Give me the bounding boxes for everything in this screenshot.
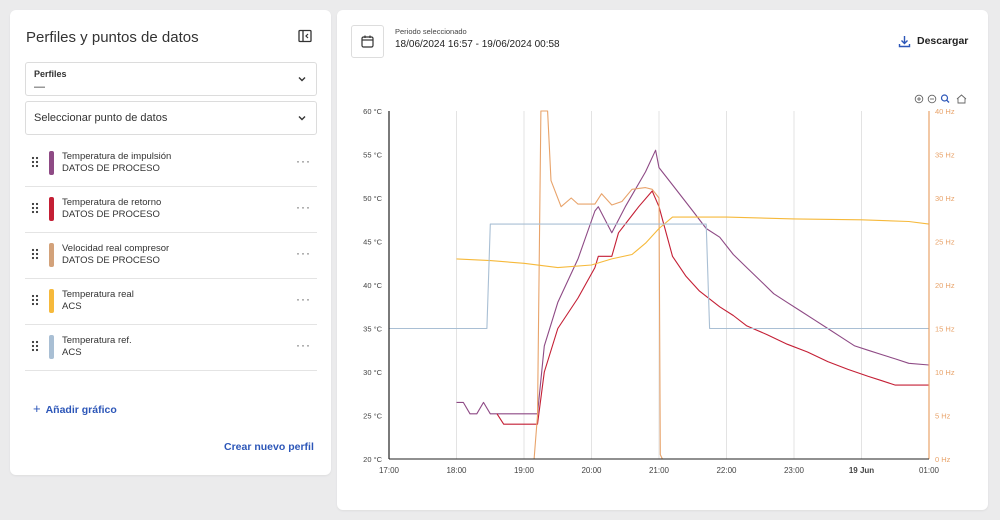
profiles-select-value: —: [34, 81, 45, 93]
series-line: [456, 216, 930, 269]
period-label: Periodo seleccionado: [395, 27, 467, 36]
y-right-tick-label: 0 Hz: [935, 455, 951, 464]
series-color-swatch: [49, 243, 54, 267]
chevron-down-icon: [298, 77, 306, 82]
drag-handle-icon[interactable]: [31, 248, 39, 260]
y-right-tick-label: 10 Hz: [935, 368, 955, 377]
home-icon[interactable]: [956, 94, 967, 104]
more-options-icon[interactable]: ···: [296, 246, 311, 260]
period-value: 18/06/2024 16:57 - 19/06/2024 00:58: [395, 39, 560, 50]
datapoint-item[interactable]: Temperatura de retorno DATOS DE PROCESO …: [25, 187, 317, 233]
y-right-tick-label: 35 Hz: [935, 151, 955, 160]
datapoint-category: ACS: [62, 347, 82, 358]
y-left-tick-label: 40 °C: [363, 281, 382, 290]
add-chart-label: Añadir gráfico: [45, 404, 117, 416]
y-right-tick-label: 5 Hz: [935, 412, 951, 421]
datapoint-item[interactable]: Temperatura ref. ACS ···: [25, 325, 317, 371]
panel-collapse-icon[interactable]: [298, 29, 312, 43]
datapoint-category: DATOS DE PROCESO: [62, 163, 160, 174]
profiles-select-label: Perfiles: [34, 69, 67, 79]
download-button[interactable]: Descargar: [898, 35, 969, 48]
y-left-tick-label: 35 °C: [363, 325, 382, 334]
series-line: [389, 223, 929, 330]
series-color-swatch: [49, 197, 54, 221]
panel-title: Perfiles y puntos de datos: [26, 29, 199, 46]
profiles-panel: Perfiles y puntos de datos Perfiles — Se…: [10, 10, 331, 475]
y-right-tick-label: 20 Hz: [935, 281, 955, 290]
more-options-icon[interactable]: ···: [296, 292, 311, 306]
datapoint-name: Velocidad real compresor: [62, 243, 170, 254]
datapoint-item[interactable]: Temperatura real ACS ···: [25, 279, 317, 325]
add-chart-button[interactable]: + Añadir gráfico: [33, 401, 117, 416]
x-tick-label: 22:00: [716, 466, 737, 475]
x-tick-label: 23:00: [784, 466, 805, 475]
zoom-out-icon[interactable]: [927, 94, 937, 104]
drag-handle-icon[interactable]: [31, 340, 39, 352]
datapoint-name: Temperatura de impulsión: [62, 151, 172, 162]
zoom-in-icon[interactable]: [914, 94, 924, 104]
chart-toolbar: [914, 94, 967, 104]
x-tick-label: 20:00: [581, 466, 602, 475]
series-color-swatch: [49, 151, 54, 175]
y-left-tick-label: 50 °C: [363, 194, 382, 203]
datapoint-item[interactable]: Velocidad real compresor DATOS DE PROCES…: [25, 233, 317, 279]
y-right-tick-label: 15 Hz: [935, 325, 955, 334]
drag-handle-icon[interactable]: [31, 156, 39, 168]
chart-series: [389, 110, 930, 460]
download-icon: [898, 36, 911, 48]
y-right-tick-label: 40 Hz: [935, 107, 955, 116]
chart-grid: [456, 111, 930, 459]
x-tick-label: 21:00: [649, 466, 670, 475]
datapoint-list: Temperatura de impulsión DATOS DE PROCES…: [25, 141, 317, 371]
series-line: [496, 190, 929, 425]
datapoint-category: DATOS DE PROCESO: [62, 209, 160, 220]
chevron-down-icon: [298, 116, 306, 121]
x-tick-label: 19 Jun: [849, 466, 874, 475]
datapoint-category: DATOS DE PROCESO: [62, 255, 160, 266]
datapoint-category: ACS: [62, 301, 82, 312]
more-options-icon[interactable]: ···: [296, 154, 311, 168]
x-tick-label: 01:00: [919, 466, 940, 475]
y-left-tick-label: 20 °C: [363, 455, 382, 464]
datapoint-item[interactable]: Temperatura de impulsión DATOS DE PROCES…: [25, 141, 317, 187]
series-line: [389, 110, 663, 460]
chart-panel: Periodo seleccionado 18/06/2024 16:57 - …: [337, 10, 988, 510]
y-left-tick-label: 55 °C: [363, 151, 382, 160]
x-tick-label: 18:00: [446, 466, 467, 475]
line-chart: 17:00 18:00 19:00 20:00 21:00 22:00 23:00 19 Ju…: [363, 94, 967, 475]
series-color-swatch: [49, 289, 54, 313]
drag-handle-icon[interactable]: [31, 294, 39, 306]
y-left-tick-label: 25 °C: [363, 412, 382, 421]
datapoint-select[interactable]: Seleccionar punto de datos: [25, 101, 317, 135]
date-picker-button[interactable]: [351, 25, 384, 58]
new-profile-button[interactable]: Crear nuevo perfil: [224, 441, 314, 453]
drag-handle-icon[interactable]: [31, 202, 39, 214]
magnifier-icon[interactable]: [940, 94, 950, 103]
y-right-tick-label: 30 Hz: [935, 194, 955, 203]
more-options-icon[interactable]: ···: [296, 338, 311, 352]
x-tick-label: 19:00: [514, 466, 535, 475]
y-left-tick-label: 30 °C: [363, 368, 382, 377]
datapoint-select-placeholder: Seleccionar punto de datos: [34, 112, 168, 124]
datapoint-name: Temperatura ref.: [62, 335, 132, 346]
x-tick-label: 17:00: [379, 466, 400, 475]
series-line: [456, 149, 930, 415]
y-left-tick-label: 60 °C: [363, 107, 382, 116]
chart-axes: 17:00 18:00 19:00 20:00 21:00 22:00 23:00 19 Ju…: [363, 107, 955, 475]
profiles-select[interactable]: Perfiles —: [25, 62, 317, 96]
datapoint-name: Temperatura de retorno: [62, 197, 162, 208]
datapoint-name: Temperatura real: [62, 289, 134, 300]
y-left-tick-label: 45 °C: [363, 238, 382, 247]
calendar-icon: [361, 35, 374, 48]
series-color-swatch: [49, 335, 54, 359]
more-options-icon[interactable]: ···: [296, 200, 311, 214]
y-right-tick-label: 25 Hz: [935, 238, 955, 247]
download-label: Descargar: [917, 35, 969, 47]
